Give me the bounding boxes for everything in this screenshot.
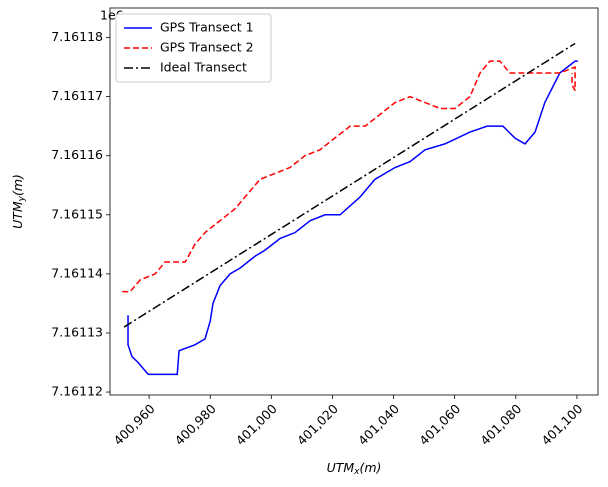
x-axis-label: UTMx(m)	[327, 460, 382, 477]
series-line	[122, 60, 576, 293]
series-line	[127, 60, 578, 376]
x-tick-label: 401,060	[416, 401, 463, 448]
legend-label: Ideal Transect	[160, 60, 247, 75]
series-line	[123, 42, 576, 328]
plot-frame	[109, 7, 599, 396]
x-tick-label: 400,960	[111, 401, 158, 448]
x-tick-label: 401,040	[355, 401, 402, 448]
y-tick-label: 7.16118	[51, 29, 103, 44]
y-tick-label: 7.16113	[51, 324, 103, 339]
y-tick-label: 7.16112	[51, 384, 103, 399]
legend-label: GPS Transect 2	[160, 40, 254, 55]
x-tick-label: 401,080	[477, 401, 524, 448]
y-axis-label: UTMy(m)	[10, 174, 27, 229]
legend-box	[115, 13, 272, 83]
x-tick-label: 401,020	[294, 401, 341, 448]
x-tick-label: 400,980	[172, 401, 219, 448]
y-tick-label: 7.16116	[51, 147, 103, 162]
y-tick-label: 7.16115	[51, 206, 103, 221]
x-tick-label: 401,000	[233, 401, 280, 448]
y-tick-label: 7.16117	[51, 88, 103, 103]
legend-label: GPS Transect 1	[160, 20, 254, 35]
x-tick-label: 401,100	[538, 401, 585, 448]
y-tick-label: 7.16114	[51, 265, 103, 280]
